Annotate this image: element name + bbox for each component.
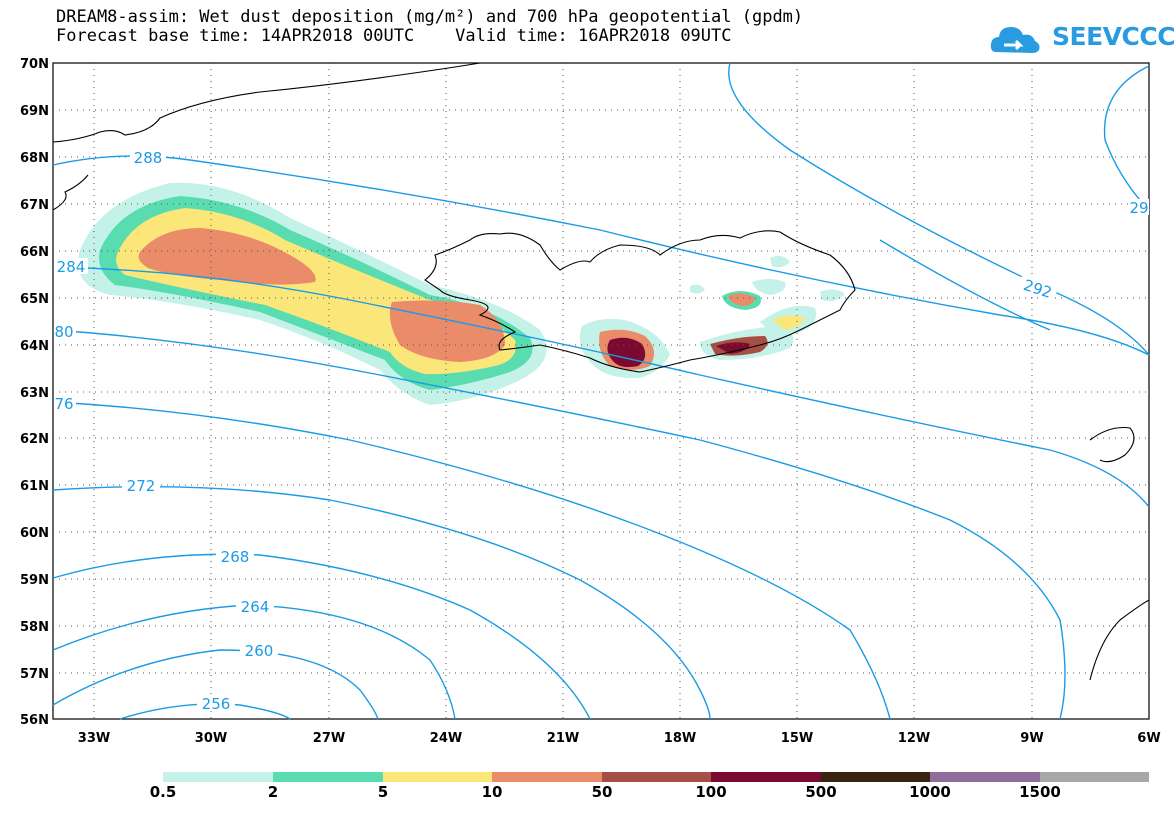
lat-label: 64N: [20, 339, 49, 354]
lat-label: 60N: [20, 526, 49, 541]
graticule: [53, 63, 1149, 719]
legend-swatch: [821, 772, 930, 782]
contour-labels: 288 284 80 76 272 268 264 260 256 292 29: [54, 149, 1149, 713]
legend-label: 500: [805, 783, 837, 801]
legend-swatch: [163, 772, 273, 782]
lat-label: 61N: [20, 479, 49, 494]
lat-label: 68N: [20, 151, 49, 166]
lat-label: 70N: [20, 57, 49, 72]
legend-label: 0.5: [149, 783, 177, 801]
legend-label: 10: [481, 783, 503, 801]
legend-swatch: [383, 772, 492, 782]
lat-label: 56N: [20, 713, 49, 728]
contour-label: 264: [241, 598, 270, 616]
lon-label: 27W: [313, 731, 345, 746]
lon-label: 33W: [78, 731, 110, 746]
geopotential-contours: [52, 62, 1150, 720]
legend-swatch: [930, 772, 1040, 782]
contour-label: 80: [54, 323, 73, 341]
lat-label: 69N: [20, 104, 49, 119]
lon-label: 18W: [664, 731, 696, 746]
map-frame: [52, 62, 1150, 720]
legend-swatch: [711, 772, 821, 782]
lat-label: 67N: [20, 198, 49, 213]
legend-label: 50: [591, 783, 613, 801]
contour-label: 76: [54, 395, 73, 413]
legend-swatch: [492, 772, 602, 782]
contour-label: 288: [134, 149, 163, 167]
legend-label: 5: [377, 783, 389, 801]
contour-label: 292: [1021, 276, 1054, 302]
lat-label: 65N: [20, 292, 49, 307]
lon-label: 12W: [898, 731, 930, 746]
dust-deposition-shading: [78, 182, 845, 405]
logo-text: SEEVCCC: [1052, 22, 1175, 51]
legend-label: 100: [695, 783, 727, 801]
contour-label: 268: [221, 548, 250, 566]
lat-label: 63N: [20, 386, 49, 401]
legend-label: 2: [267, 783, 279, 801]
contour-label: 272: [127, 477, 156, 495]
legend-label: 1000: [909, 783, 951, 801]
lon-label: 6W: [1137, 731, 1160, 746]
legend-label: 1500: [1019, 783, 1061, 801]
lon-label: 24W: [430, 731, 462, 746]
lat-label: 66N: [20, 245, 49, 260]
map-subtitle: Forecast base time: 14APR2018 00UTC Vali…: [56, 26, 732, 46]
lat-label: 62N: [20, 432, 49, 447]
lat-label: 58N: [20, 620, 49, 635]
lat-label: 57N: [20, 667, 49, 682]
longitude-labels: 33W 30W 27W 24W 21W 18W 15W 12W 9W 6W: [78, 731, 1161, 746]
lon-label: 15W: [781, 731, 813, 746]
legend-colorbar: [163, 772, 1149, 782]
latitude-labels: 70N 69N 68N 67N 66N 65N 64N 63N 62N 61N …: [20, 57, 49, 728]
lon-label: 30W: [195, 731, 227, 746]
legend-swatch: [602, 772, 711, 782]
legend-swatch: [1040, 772, 1149, 782]
contour-label: 256: [202, 695, 231, 713]
lon-label: 21W: [547, 731, 579, 746]
cloud-icon: [990, 27, 1040, 53]
lat-label: 59N: [20, 573, 49, 588]
contour-label: 29: [1129, 199, 1148, 217]
map-title: DREAM8-assim: Wet dust deposition (mg/m²…: [56, 7, 804, 27]
lon-label: 9W: [1020, 731, 1043, 746]
contour-label: 284: [57, 258, 86, 276]
contour-label: 260: [245, 642, 274, 660]
coastline: [52, 62, 1150, 681]
legend-swatch: [273, 772, 383, 782]
